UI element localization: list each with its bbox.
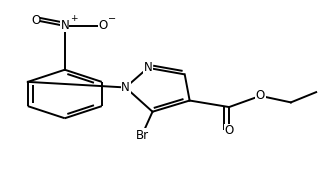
Text: O: O bbox=[224, 124, 234, 137]
Text: N: N bbox=[121, 81, 130, 94]
Text: Br: Br bbox=[135, 129, 148, 142]
Text: N: N bbox=[144, 61, 152, 74]
Text: O: O bbox=[98, 19, 107, 32]
Text: +: + bbox=[70, 14, 78, 23]
Text: O: O bbox=[256, 89, 265, 102]
Text: −: − bbox=[108, 14, 116, 24]
Text: N: N bbox=[60, 19, 69, 32]
Text: O: O bbox=[31, 14, 41, 27]
